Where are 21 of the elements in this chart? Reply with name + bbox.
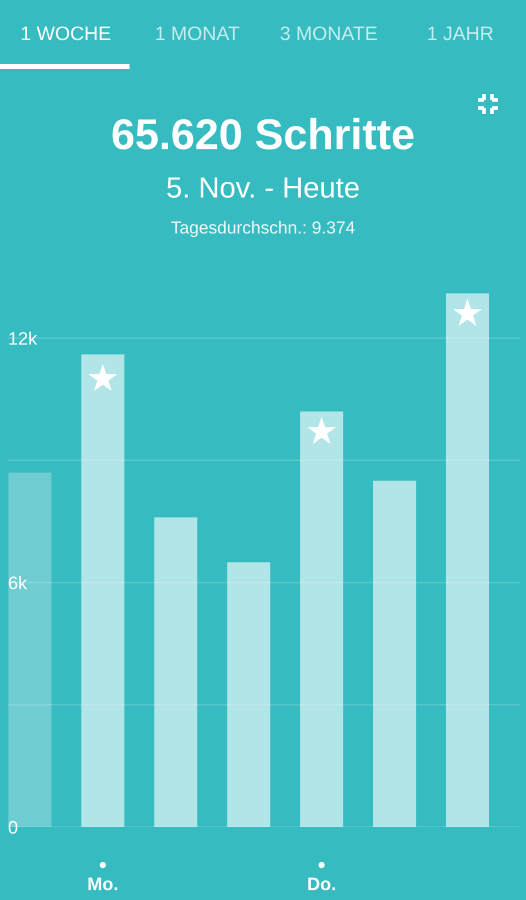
bar xyxy=(373,480,416,827)
point xyxy=(88,364,118,392)
y-tick-label: 6k xyxy=(8,576,28,590)
annotation: Tagesdurchschn.: 9.374 xyxy=(171,220,355,238)
x-tick-label: Mo. xyxy=(88,878,118,890)
point xyxy=(453,298,482,326)
annotation: 1 MONAT xyxy=(156,26,240,40)
annotation: 1 JAHR xyxy=(428,26,493,40)
y-tick-label: 0 xyxy=(8,820,18,834)
text: 5. Nov. - Heute xyxy=(167,177,359,198)
bar xyxy=(300,411,344,827)
bar xyxy=(227,562,270,827)
text: 65.620 Schritte xyxy=(112,118,414,150)
annotation: 3 MONATE xyxy=(280,26,377,40)
bar xyxy=(81,354,124,827)
point xyxy=(307,416,336,444)
bar xyxy=(154,517,198,827)
annotation: 1 WOCHE xyxy=(22,26,110,40)
y-tick-label: 12k xyxy=(9,332,38,345)
bar xyxy=(446,293,490,827)
x-tick-label: Do. xyxy=(308,878,335,890)
